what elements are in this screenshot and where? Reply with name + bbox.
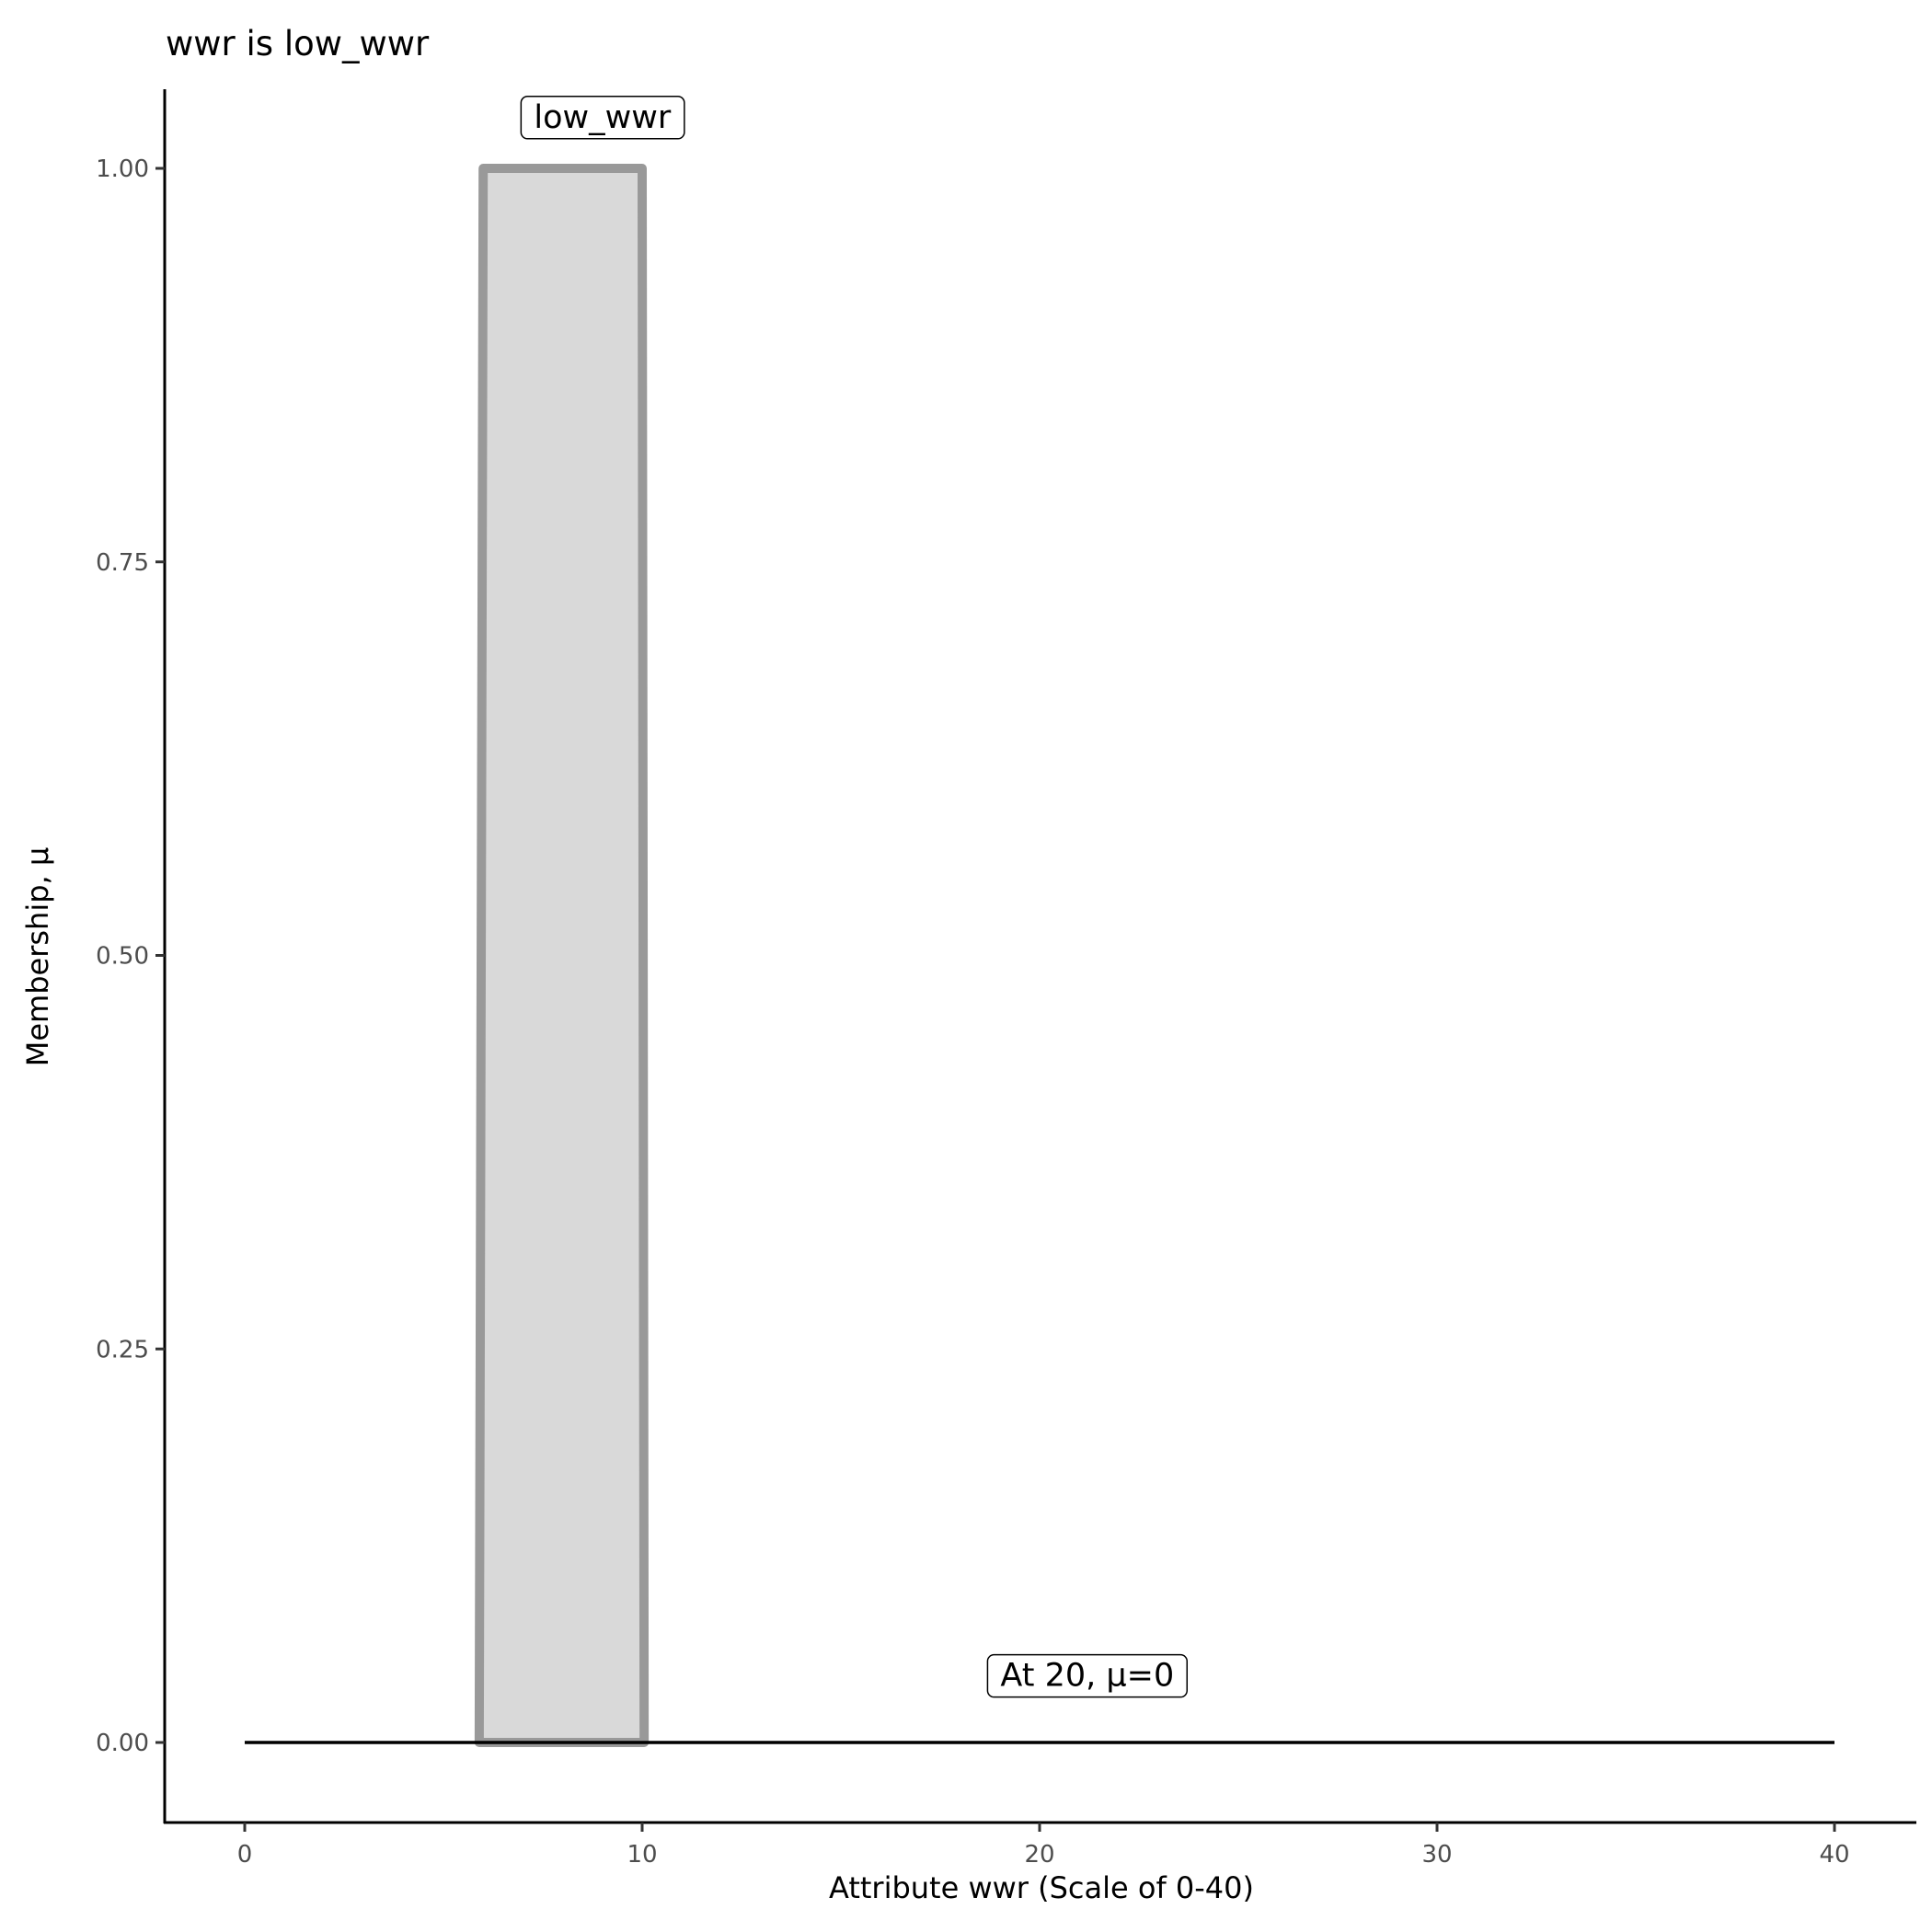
x-tick-label: 20 [1024, 1841, 1054, 1869]
annotation-text: At 20, μ=0 [1000, 1658, 1174, 1695]
y-axis-label: Membership, μ [20, 847, 55, 1066]
x-axis-label: Attribute wwr (Scale of 0-40) [829, 1870, 1254, 1905]
membership-area-low_wwr [474, 164, 650, 1747]
chart-title: wwr is low_wwr [166, 24, 430, 63]
x-tick-label: 30 [1421, 1841, 1452, 1869]
annotation-text: low_wwr [534, 99, 672, 136]
x-tick-label: 40 [1819, 1841, 1849, 1869]
y-tick-label: 1.00 [96, 155, 149, 183]
y-tick-label: 0.25 [96, 1336, 149, 1363]
x-tick-label: 10 [627, 1841, 657, 1869]
y-tick-label: 0.00 [96, 1730, 149, 1757]
x-tick-label: 0 [237, 1841, 253, 1869]
annotation-label: At 20, μ=0 [986, 1653, 1189, 1698]
y-tick-label: 0.75 [96, 549, 149, 577]
annotation-label: low_wwr [520, 96, 685, 140]
y-tick-label: 0.50 [96, 943, 149, 971]
